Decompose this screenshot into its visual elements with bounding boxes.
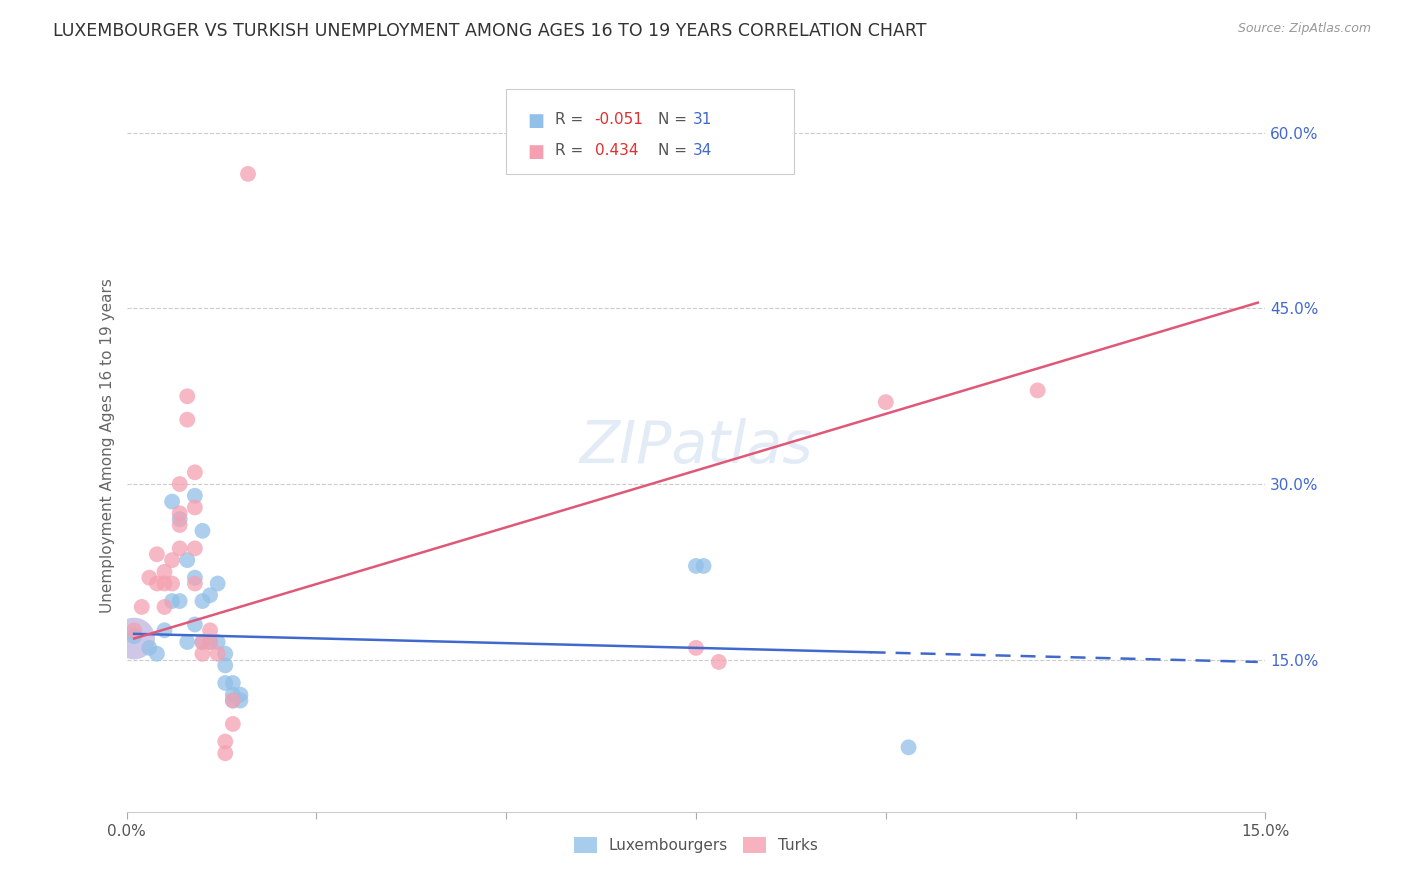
Point [176,553,198,567]
Point [214,746,236,760]
Point [229,688,252,702]
Point [169,541,191,556]
Point [153,565,176,579]
Text: Source: ZipAtlas.com: Source: ZipAtlas.com [1237,22,1371,36]
Point [184,489,207,503]
Point [184,571,207,585]
Point [146,647,169,661]
Point [184,500,207,515]
Point [184,576,207,591]
Text: N =: N = [658,143,692,158]
Text: 0.434: 0.434 [595,143,638,158]
Point [685,558,707,573]
Text: LUXEMBOURGER VS TURKISH UNEMPLOYMENT AMONG AGES 16 TO 19 YEARS CORRELATION CHART: LUXEMBOURGER VS TURKISH UNEMPLOYMENT AMO… [53,22,927,40]
Point [214,676,236,690]
Point [198,635,221,649]
Point [146,576,169,591]
Point [685,640,707,655]
Point [176,412,198,426]
Point [169,594,191,608]
Point [222,688,245,702]
Legend: Luxembourgers, Turks: Luxembourgers, Turks [568,830,824,859]
Point [160,594,183,608]
Point [222,676,245,690]
Point [214,647,236,661]
Point [169,506,191,520]
Point [207,635,229,649]
Point [692,558,714,573]
Point [198,635,221,649]
Text: 34: 34 [693,143,713,158]
Point [214,734,236,748]
Point [176,635,198,649]
Point [198,624,221,638]
Point [176,389,198,403]
Point [191,647,214,661]
Point [222,717,245,731]
Point [169,477,191,491]
Text: N =: N = [658,112,692,127]
Point [153,624,176,638]
Text: -0.051: -0.051 [595,112,644,127]
Point [184,466,207,480]
Text: ■: ■ [527,143,544,161]
Point [222,693,245,707]
Point [207,647,229,661]
Point [191,594,214,608]
Point [191,635,214,649]
Point [229,693,252,707]
Point [875,395,897,409]
Point [160,576,183,591]
Point [198,588,221,602]
Point [146,547,169,561]
Point [122,624,145,638]
Point [122,632,145,646]
Point [122,629,145,643]
Point [138,640,160,655]
Point [214,658,236,673]
Text: ZIPatlas: ZIPatlas [579,417,813,475]
Point [169,512,191,526]
Point [707,655,730,669]
Text: R =: R = [555,143,593,158]
Point [153,599,176,614]
Point [169,518,191,533]
Point [207,576,229,591]
Point [184,617,207,632]
Point [160,553,183,567]
Point [897,740,920,755]
Point [191,635,214,649]
Point [153,576,176,591]
Text: R =: R = [555,112,589,127]
Point [131,599,153,614]
Y-axis label: Unemployment Among Ages 16 to 19 years: Unemployment Among Ages 16 to 19 years [100,278,115,614]
Point [138,571,160,585]
Point [184,541,207,556]
Point [191,524,214,538]
Text: ■: ■ [527,112,544,129]
Point [222,693,245,707]
Point [1026,384,1049,398]
Point [236,167,259,181]
Text: 31: 31 [693,112,713,127]
Point [160,494,183,508]
